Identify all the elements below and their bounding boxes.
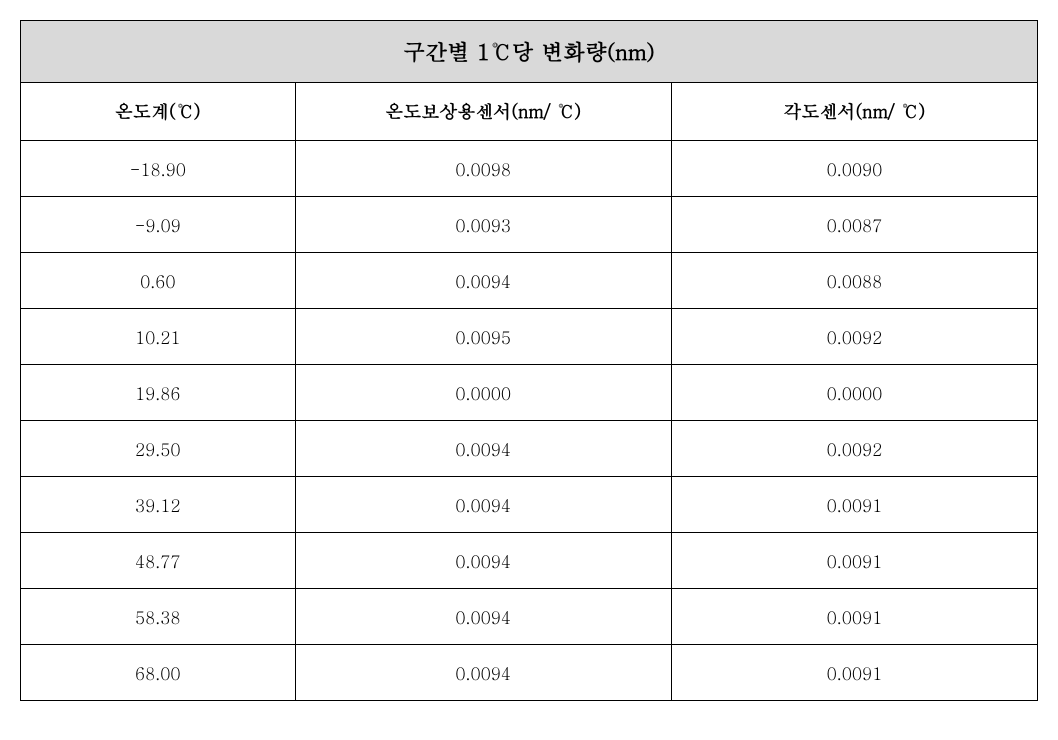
cell-angle: 0.0091 — [671, 589, 1037, 645]
table-row: 10.21 0.0095 0.0092 — [21, 309, 1038, 365]
cell-temperature: 19.86 — [21, 365, 296, 421]
table-title: 구간별 1℃당 변화량(nm) — [21, 21, 1038, 83]
cell-temperature: 29.50 — [21, 421, 296, 477]
cell-compensation: 0.0094 — [295, 253, 671, 309]
cell-angle: 0.0091 — [671, 533, 1037, 589]
table-container: 구간별 1℃당 변화량(nm) 온도계(℃) 온도보상용센서(nm/ ℃) 각도… — [20, 20, 1038, 701]
table-row: 58.38 0.0094 0.0091 — [21, 589, 1038, 645]
cell-temperature: 58.38 — [21, 589, 296, 645]
cell-temperature: 48.77 — [21, 533, 296, 589]
cell-temperature: 68.00 — [21, 645, 296, 701]
table-title-row: 구간별 1℃당 변화량(nm) — [21, 21, 1038, 83]
cell-angle: 0.0092 — [671, 309, 1037, 365]
cell-angle: 0.0091 — [671, 477, 1037, 533]
column-header-angle-sensor: 각도센서(nm/ ℃) — [671, 83, 1037, 141]
cell-compensation: 0.0094 — [295, 645, 671, 701]
cell-angle: 0.0088 — [671, 253, 1037, 309]
data-table: 구간별 1℃당 변화량(nm) 온도계(℃) 온도보상용센서(nm/ ℃) 각도… — [20, 20, 1038, 701]
cell-temperature: 0.60 — [21, 253, 296, 309]
cell-temperature: 39.12 — [21, 477, 296, 533]
cell-compensation: 0.0093 — [295, 197, 671, 253]
cell-compensation: 0.0094 — [295, 477, 671, 533]
table-row: 0.60 0.0094 0.0088 — [21, 253, 1038, 309]
cell-angle: 0.0091 — [671, 645, 1037, 701]
cell-compensation: 0.0094 — [295, 589, 671, 645]
cell-temperature: -9.09 — [21, 197, 296, 253]
table-row: -18.90 0.0098 0.0090 — [21, 141, 1038, 197]
table-row: 68.00 0.0094 0.0091 — [21, 645, 1038, 701]
table-row: 39.12 0.0094 0.0091 — [21, 477, 1038, 533]
cell-compensation: 0.0094 — [295, 421, 671, 477]
table-row: 19.86 0.0000 0.0000 — [21, 365, 1038, 421]
cell-compensation: 0.0094 — [295, 533, 671, 589]
column-header-compensation-sensor: 온도보상용센서(nm/ ℃) — [295, 83, 671, 141]
table-row: -9.09 0.0093 0.0087 — [21, 197, 1038, 253]
table-row: 29.50 0.0094 0.0092 — [21, 421, 1038, 477]
cell-temperature: 10.21 — [21, 309, 296, 365]
cell-temperature: -18.90 — [21, 141, 296, 197]
column-header-temperature: 온도계(℃) — [21, 83, 296, 141]
cell-compensation: 0.0095 — [295, 309, 671, 365]
cell-compensation: 0.0000 — [295, 365, 671, 421]
table-body: -18.90 0.0098 0.0090 -9.09 0.0093 0.0087… — [21, 141, 1038, 701]
cell-compensation: 0.0098 — [295, 141, 671, 197]
cell-angle: 0.0087 — [671, 197, 1037, 253]
cell-angle: 0.0000 — [671, 365, 1037, 421]
table-row: 48.77 0.0094 0.0091 — [21, 533, 1038, 589]
table-header-row: 온도계(℃) 온도보상용센서(nm/ ℃) 각도센서(nm/ ℃) — [21, 83, 1038, 141]
cell-angle: 0.0092 — [671, 421, 1037, 477]
cell-angle: 0.0090 — [671, 141, 1037, 197]
